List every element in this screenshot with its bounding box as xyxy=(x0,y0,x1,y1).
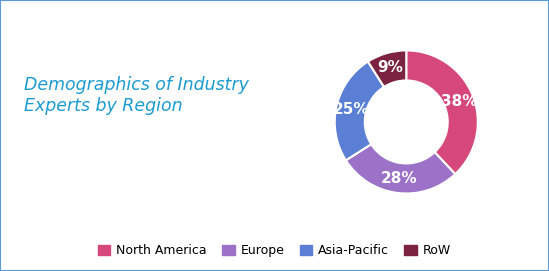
Wedge shape xyxy=(335,62,384,160)
Wedge shape xyxy=(368,50,406,87)
Text: 9%: 9% xyxy=(378,60,404,75)
Text: 25%: 25% xyxy=(333,102,369,117)
Text: 38%: 38% xyxy=(440,94,477,109)
Wedge shape xyxy=(346,144,455,193)
Text: Demographics of Industry
Experts by Region: Demographics of Industry Experts by Regi… xyxy=(24,76,249,115)
Legend: North America, Europe, Asia-Pacific, RoW: North America, Europe, Asia-Pacific, RoW xyxy=(93,239,456,262)
Wedge shape xyxy=(406,50,478,174)
Text: 28%: 28% xyxy=(381,170,417,186)
